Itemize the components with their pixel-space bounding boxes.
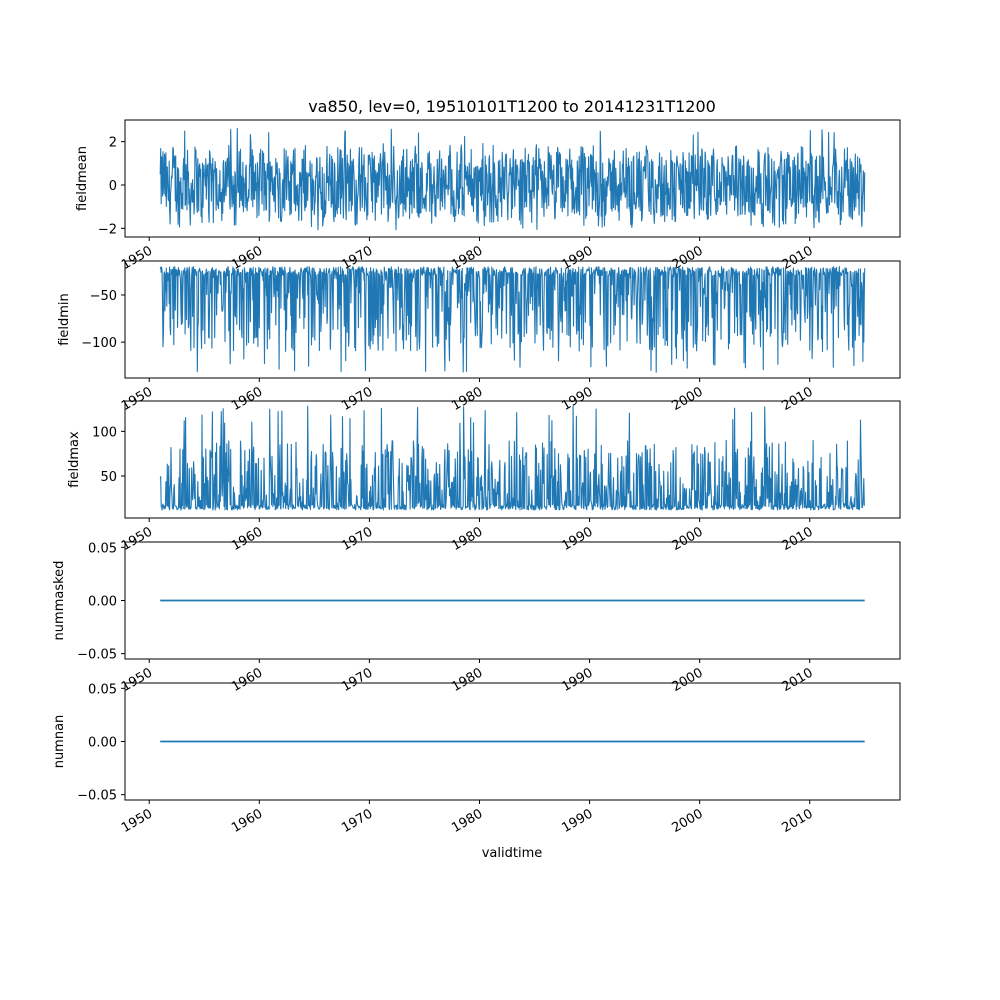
y-tick-label: −0.05 bbox=[77, 648, 117, 663]
y-tick-label: 0 bbox=[109, 179, 117, 194]
chart-title: va850, lev=0, 19510101T1200 to 20141231T… bbox=[308, 97, 716, 116]
series-line-fieldmean bbox=[159, 127, 866, 231]
x-axis-label: validtime bbox=[482, 846, 543, 861]
y-tick-label: −100 bbox=[81, 336, 117, 351]
axes-frame bbox=[124, 400, 901, 519]
y-axis-label-nummasked: nummasked bbox=[52, 561, 67, 641]
y-tick-label: 0.00 bbox=[88, 595, 117, 610]
y-tick-label: −2 bbox=[98, 222, 117, 237]
y-tick-label: 0.05 bbox=[88, 541, 117, 556]
y-tick-label: −0.05 bbox=[77, 789, 117, 804]
y-axis-label-numnan: numnan bbox=[52, 715, 67, 769]
y-tick-label: 0.00 bbox=[88, 736, 117, 751]
y-tick-label: 50 bbox=[100, 470, 117, 485]
axes-frame bbox=[124, 119, 901, 238]
axes-frame bbox=[124, 260, 901, 379]
series-line-fieldmax bbox=[159, 405, 866, 511]
series-line-fieldmin bbox=[159, 266, 866, 373]
y-axis-label-fieldmax: fieldmax bbox=[67, 431, 82, 488]
y-tick-label: 100 bbox=[92, 425, 117, 440]
y-axis-label-fieldmin: fieldmin bbox=[57, 293, 72, 346]
y-tick-label: −50 bbox=[90, 289, 117, 304]
y-axis-label-fieldmean: fieldmean bbox=[75, 146, 90, 211]
y-tick-label: 0.05 bbox=[88, 682, 117, 697]
y-tick-label: 2 bbox=[109, 136, 117, 151]
